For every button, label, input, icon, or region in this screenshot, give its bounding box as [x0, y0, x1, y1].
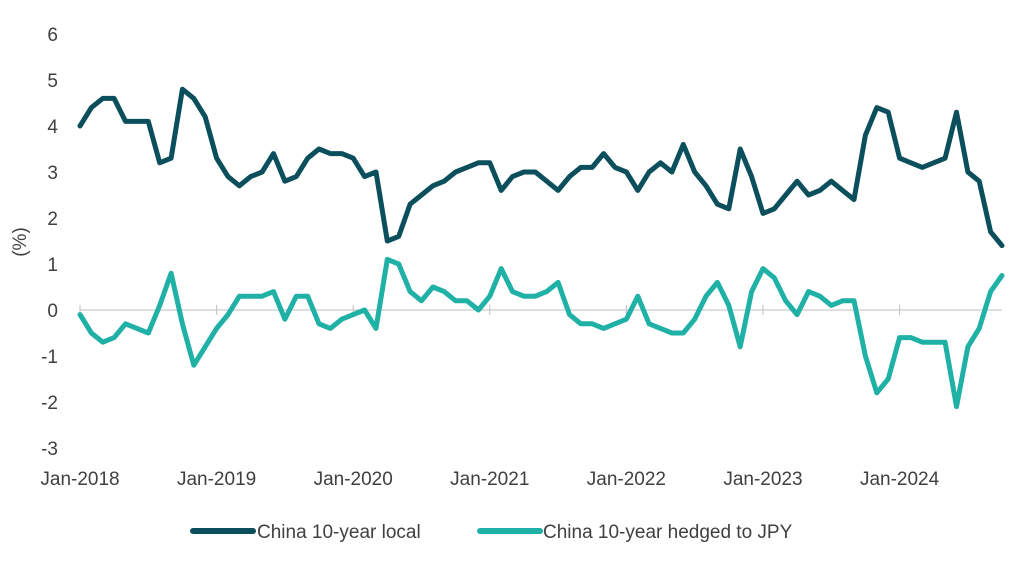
y-tick-label: 3 — [47, 163, 58, 184]
y-axis-title: (%) — [10, 227, 31, 257]
y-tick-label: 5 — [47, 71, 58, 92]
y-tick-label: -3 — [41, 439, 58, 460]
x-tick-label: Jan-2020 — [314, 469, 393, 490]
y-tick-label: -1 — [41, 347, 58, 368]
series-line-china-10-year-local — [77, 86, 1005, 249]
y-tick-label: -2 — [41, 393, 58, 414]
x-tick-label: Jan-2023 — [723, 469, 802, 490]
x-tick-label: Jan-2021 — [450, 469, 529, 490]
y-tick-label: 0 — [47, 301, 58, 322]
x-tick-label: Jan-2018 — [40, 469, 119, 490]
x-tick-label: Jan-2022 — [587, 469, 666, 490]
x-tick-label: Jan-2019 — [177, 469, 256, 490]
series-lines — [77, 86, 1005, 410]
legend: China 10-year local China 10-year hedged … — [190, 522, 793, 543]
series-line-china-10-year-hedged-jpy — [77, 256, 1005, 410]
y-tick-label: 6 — [47, 25, 58, 46]
legend-label: China 10-year hedged to JPY — [543, 522, 793, 543]
y-tick-label: 4 — [47, 117, 58, 138]
y-tick-label: 1 — [47, 255, 58, 276]
legend-label: China 10-year local — [257, 522, 421, 543]
y-axis: 6 5 4 3 2 1 0 -1 -2 -3 — [41, 25, 58, 460]
x-tick-label: Jan-2024 — [860, 469, 940, 490]
y-tick-label: 2 — [47, 209, 58, 230]
x-axis: Jan-2018 Jan-2019 Jan-2020 Jan-2021 Jan-2022… — [40, 305, 940, 490]
